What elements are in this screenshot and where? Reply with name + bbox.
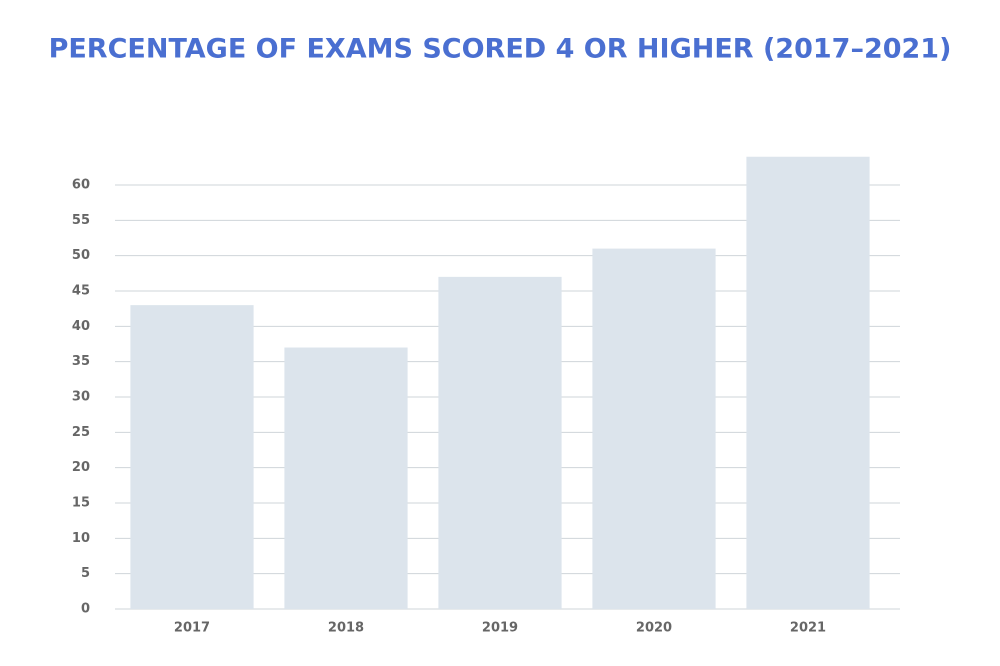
x-tick-label: 2020 (636, 621, 672, 636)
bar (592, 248, 716, 609)
y-tick-label: 55 (72, 213, 90, 228)
y-tick-label: 0 (81, 602, 90, 617)
y-tick-label: 30 (72, 390, 90, 405)
y-tick-label: 10 (72, 531, 90, 546)
y-tick-label: 50 (72, 248, 90, 263)
y-tick-label: 45 (72, 284, 90, 299)
x-tick-label: 2018 (328, 621, 364, 636)
y-tick-label: 15 (72, 496, 90, 511)
y-tick-label: 60 (72, 178, 90, 193)
x-tick-label: 2021 (790, 621, 826, 636)
bar (284, 347, 408, 609)
bar (746, 156, 870, 609)
chart-title: PERCENTAGE OF EXAMS SCORED 4 OR HIGHER (… (49, 34, 952, 65)
y-tick-label: 40 (72, 319, 90, 334)
y-tick-label: 25 (72, 425, 90, 440)
bar (130, 305, 254, 609)
y-tick-label: 20 (72, 460, 90, 475)
x-tick-label: 2017 (174, 621, 210, 636)
bar (438, 276, 562, 609)
y-tick-label: 5 (81, 566, 90, 581)
x-tick-label: 2019 (482, 621, 518, 636)
y-tick-label: 35 (72, 354, 90, 369)
